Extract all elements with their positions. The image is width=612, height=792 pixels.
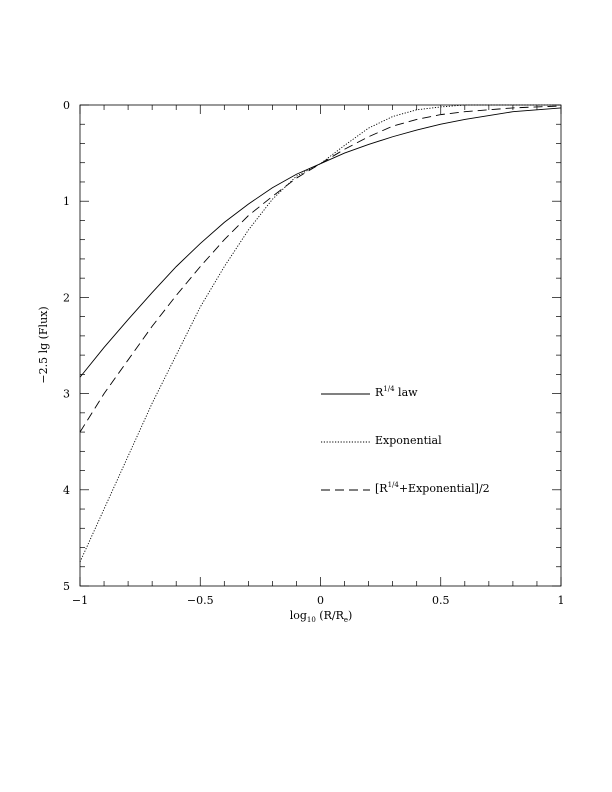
series-line-1 [79,107,562,378]
plot-border [79,104,562,587]
x-tick-label: 0 [317,594,324,607]
legend-label-2: Exponential [375,434,442,447]
y-axis-label: −2.5 lg (Flux) [37,306,50,383]
x-tick-label: 1 [558,594,565,607]
series-line-3 [79,105,562,433]
x-tick-label: 0.5 [432,594,450,607]
tick-labels: −1 −0.5 0 0.5 1 0 1 2 3 4 5 [63,99,565,607]
y-tick-label: 0 [63,99,70,112]
y-tick-label: 4 [63,484,70,497]
axis-ticks [79,104,562,587]
y-tick-label: 2 [63,291,70,304]
plot-frame [79,104,562,587]
legend-label-3: [R1/4+Exponential]/2 [375,481,490,495]
series-lines [79,104,562,563]
legend-label-1: R1/4 law [375,385,418,399]
x-tick-label: −0.5 [187,594,214,607]
legend: R1/4 law Exponential [R1/4+Exponential]/2 [321,385,490,495]
y-tick-label: 1 [63,195,70,208]
x-axis-label: log10 (R/Re) [290,609,353,624]
x-tick-label: −1 [72,594,88,607]
y-tick-label: 5 [63,580,70,593]
y-tick-label: 3 [63,388,70,401]
